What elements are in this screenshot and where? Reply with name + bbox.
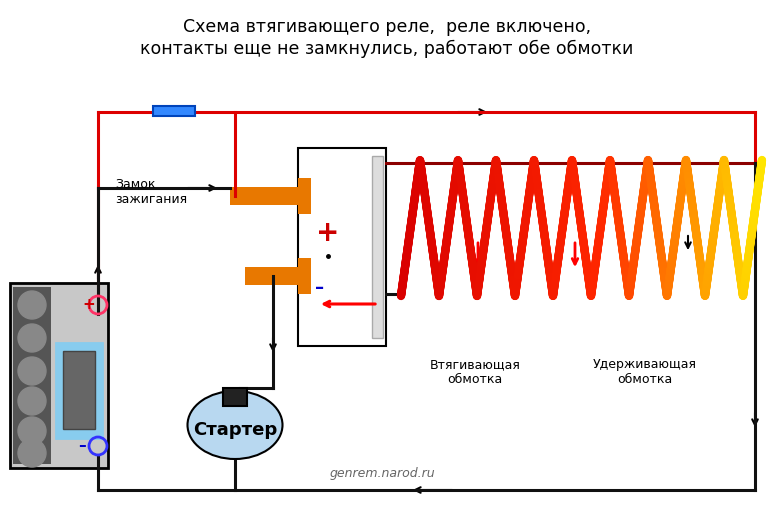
FancyBboxPatch shape [63,351,95,429]
Text: контакты еще не замкнулись, работают обе обмотки: контакты еще не замкнулись, работают обе… [140,40,634,58]
Circle shape [18,417,46,445]
FancyBboxPatch shape [372,156,383,338]
Text: Удерживающая
обмотка: Удерживающая обмотка [593,358,697,386]
Text: –: – [78,438,86,453]
Circle shape [18,291,46,319]
FancyBboxPatch shape [298,148,386,346]
FancyBboxPatch shape [230,187,298,205]
Text: +: + [82,297,95,312]
Text: genrem.narod.ru: genrem.narod.ru [330,467,436,480]
Text: –: – [315,279,325,297]
FancyBboxPatch shape [153,106,195,116]
Text: Схема втягивающего реле,  реле включено,: Схема втягивающего реле, реле включено, [183,18,591,36]
Text: Втягивающая
обмотка: Втягивающая обмотка [429,358,521,386]
Circle shape [18,439,46,467]
FancyBboxPatch shape [245,267,298,285]
Text: Стартер: Стартер [193,421,277,439]
Text: Замок
зажигания: Замок зажигания [115,178,187,206]
FancyBboxPatch shape [13,287,51,464]
Circle shape [18,387,46,415]
FancyBboxPatch shape [10,283,108,468]
Circle shape [18,324,46,352]
FancyBboxPatch shape [223,388,247,406]
FancyBboxPatch shape [298,178,311,214]
Text: +: + [316,219,339,247]
FancyBboxPatch shape [298,258,311,294]
Ellipse shape [188,391,283,459]
FancyBboxPatch shape [56,343,102,438]
Circle shape [18,357,46,385]
